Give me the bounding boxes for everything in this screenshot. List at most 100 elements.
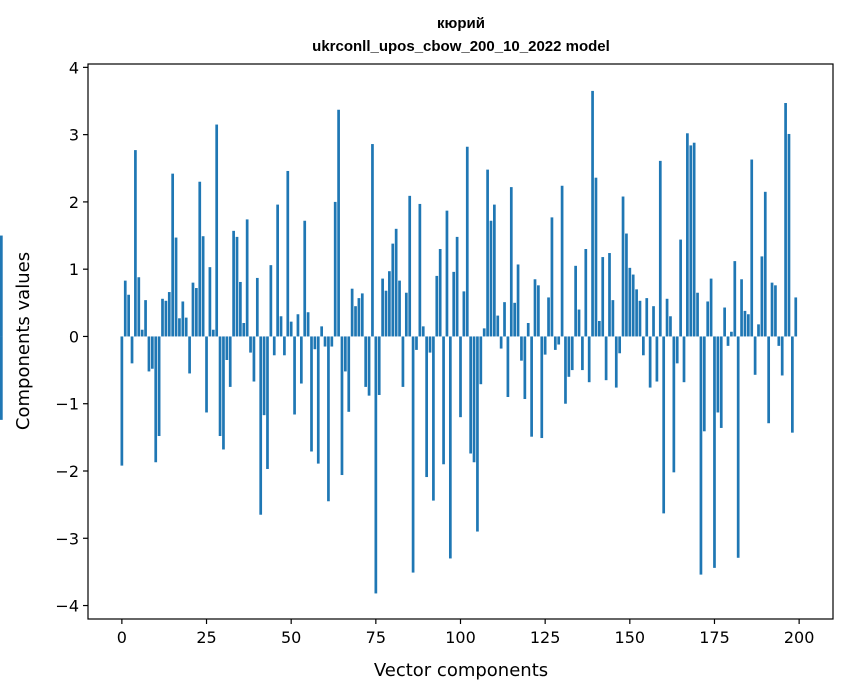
bar bbox=[174, 237, 178, 337]
bar bbox=[269, 265, 273, 337]
bar bbox=[767, 336, 771, 424]
y-tick-label: 1 bbox=[69, 260, 79, 279]
y-tick-label: 3 bbox=[69, 126, 79, 145]
bar bbox=[367, 336, 371, 396]
bar bbox=[222, 336, 225, 450]
bar bbox=[648, 336, 652, 388]
bar bbox=[503, 302, 506, 337]
bar bbox=[723, 307, 726, 337]
chart-title: кюрий bbox=[437, 15, 485, 32]
bar bbox=[391, 243, 395, 337]
bar bbox=[760, 256, 764, 337]
bar bbox=[167, 292, 171, 337]
bar bbox=[682, 336, 686, 383]
bar bbox=[157, 336, 161, 437]
x-tick-label: 0 bbox=[117, 628, 127, 647]
bar bbox=[374, 336, 378, 594]
bar bbox=[401, 336, 405, 387]
bar bbox=[252, 336, 256, 382]
bar bbox=[750, 159, 754, 337]
bar bbox=[215, 124, 219, 337]
bar bbox=[736, 336, 740, 558]
bar bbox=[218, 336, 222, 437]
bar bbox=[496, 315, 500, 337]
bar bbox=[570, 336, 574, 371]
bar bbox=[526, 323, 530, 337]
bar bbox=[442, 336, 445, 465]
bar bbox=[472, 336, 476, 463]
bar bbox=[560, 185, 564, 337]
bar bbox=[618, 336, 622, 354]
bar bbox=[753, 336, 757, 375]
bar bbox=[201, 236, 205, 337]
bar bbox=[296, 314, 300, 337]
plot-frame bbox=[87, 63, 834, 620]
bar bbox=[455, 236, 459, 337]
bar bbox=[516, 264, 520, 337]
bar bbox=[347, 336, 351, 412]
bar bbox=[621, 196, 625, 337]
bar bbox=[493, 204, 496, 337]
bar bbox=[658, 160, 662, 337]
bar bbox=[377, 336, 381, 395]
bar bbox=[645, 298, 649, 337]
bar bbox=[123, 280, 127, 337]
bar bbox=[631, 274, 635, 337]
bar bbox=[547, 297, 550, 337]
bar bbox=[540, 336, 544, 439]
bar bbox=[587, 336, 591, 383]
bar bbox=[134, 150, 137, 337]
bar bbox=[415, 336, 418, 350]
bar bbox=[425, 336, 428, 478]
bar bbox=[242, 323, 246, 337]
bar bbox=[662, 336, 666, 514]
bar bbox=[144, 300, 147, 337]
bar bbox=[730, 331, 733, 337]
bar bbox=[513, 302, 517, 337]
bar bbox=[774, 285, 777, 337]
bar bbox=[780, 336, 784, 376]
bar bbox=[232, 230, 235, 337]
y-tick-label: −2 bbox=[55, 462, 79, 481]
bar bbox=[642, 336, 645, 356]
x-axis-ticks: 0 25 50 75 100 125 150 175 200 bbox=[117, 619, 814, 647]
bar bbox=[445, 210, 449, 337]
bar bbox=[469, 336, 473, 454]
bar bbox=[462, 291, 466, 337]
bar bbox=[635, 289, 638, 337]
bar bbox=[371, 144, 374, 337]
y-tick-label: 0 bbox=[69, 327, 79, 346]
bar bbox=[533, 279, 537, 337]
bar bbox=[709, 278, 713, 337]
bar bbox=[191, 282, 195, 337]
bar bbox=[791, 336, 794, 433]
bar bbox=[550, 217, 554, 337]
bar bbox=[137, 277, 141, 337]
chart-subtitle: ukrconll_upos_cbow_200_10_2022 model bbox=[312, 38, 610, 55]
bar bbox=[787, 133, 791, 337]
bar bbox=[310, 336, 313, 452]
bar bbox=[235, 236, 239, 337]
bar bbox=[303, 220, 307, 337]
x-tick-label: 100 bbox=[445, 628, 476, 647]
bar bbox=[428, 336, 432, 353]
bar bbox=[211, 329, 215, 337]
bar bbox=[733, 261, 737, 337]
y-tick-label: −4 bbox=[55, 597, 79, 616]
bar bbox=[784, 103, 787, 337]
bar bbox=[150, 336, 154, 369]
bar bbox=[597, 320, 601, 337]
bar bbox=[181, 301, 185, 337]
bar bbox=[276, 204, 279, 337]
bar bbox=[557, 336, 561, 345]
bar bbox=[655, 336, 659, 382]
bar bbox=[340, 336, 344, 476]
bar bbox=[608, 253, 611, 337]
bar bbox=[330, 336, 334, 347]
bar bbox=[299, 336, 303, 384]
bar bbox=[543, 336, 547, 355]
bar bbox=[266, 336, 269, 469]
bar bbox=[679, 239, 682, 337]
bar bbox=[350, 288, 354, 337]
